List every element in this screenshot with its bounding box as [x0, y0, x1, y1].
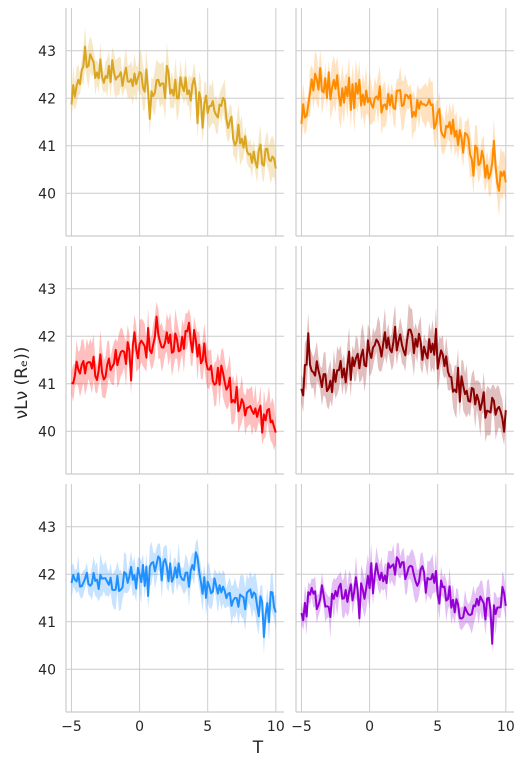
x-tick-label: 0	[365, 719, 374, 735]
y-tick-label: 42	[38, 91, 56, 107]
series-line	[300, 67, 507, 192]
series-line	[71, 315, 277, 434]
x-tick-label: 10	[267, 719, 285, 735]
confidence-band	[301, 303, 506, 446]
series-line	[300, 556, 507, 645]
y-tick-label: 40	[38, 424, 56, 440]
confidence-band	[71, 538, 276, 655]
y-tick-label: 43	[38, 520, 56, 536]
x-tick-label: 5	[203, 719, 212, 735]
facet-panel-4	[295, 246, 514, 475]
x-tick-label: −5	[61, 719, 82, 735]
series-line	[70, 551, 277, 638]
series-line	[300, 325, 507, 433]
y-tick-label: 41	[38, 377, 56, 393]
y-tick-label: 43	[38, 44, 56, 60]
y-axis-label: νLν (Rₑ))	[12, 347, 32, 420]
y-tick-label: 41	[38, 139, 56, 155]
y-tick-label: 40	[38, 662, 56, 678]
x-tick-label: 0	[135, 719, 144, 735]
facet-panel-2	[295, 8, 514, 237]
x-tick-label: −5	[291, 719, 312, 735]
facet-panel-3: 40 41 42 43	[38, 246, 284, 475]
confidence-band	[301, 50, 506, 217]
y-tick-label: 40	[38, 186, 56, 202]
y-tick-label: 41	[38, 615, 56, 631]
x-tick-label: 10	[497, 719, 515, 735]
y-tick-label: 42	[38, 567, 56, 583]
facet-panel-1: 40 41 42 43	[38, 8, 284, 237]
y-tick-label: 42	[38, 329, 56, 345]
x-axis-label: T	[252, 738, 264, 758]
y-tick-label: 43	[38, 282, 56, 298]
facet-panel-5: 40 41 42 43 −5 0 5 10	[38, 484, 285, 735]
facet-panel-6: −5 0 5 10	[291, 484, 515, 735]
confidence-band	[71, 301, 276, 451]
x-tick-label: 5	[433, 719, 442, 735]
confidence-band	[71, 26, 276, 187]
series-line	[70, 45, 277, 169]
